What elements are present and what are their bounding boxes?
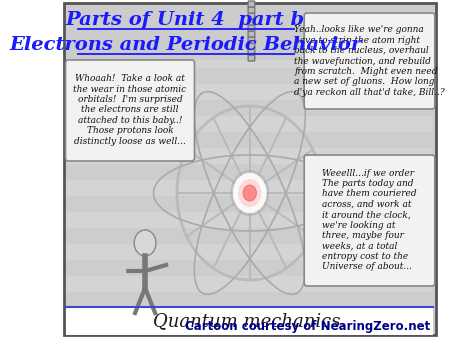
FancyBboxPatch shape <box>248 31 255 37</box>
FancyBboxPatch shape <box>67 68 433 84</box>
Circle shape <box>238 179 261 207</box>
FancyBboxPatch shape <box>64 3 436 335</box>
Text: Electrons and Periodic Behavior: Electrons and Periodic Behavior <box>9 36 361 54</box>
FancyBboxPatch shape <box>67 8 305 60</box>
FancyBboxPatch shape <box>248 25 255 31</box>
FancyBboxPatch shape <box>67 228 433 244</box>
FancyBboxPatch shape <box>67 292 433 308</box>
Text: Whoaah!  Take a look at
the wear in those atomic
orbitals!  I'm surprised
the el: Whoaah! Take a look at the wear in those… <box>73 74 187 146</box>
Text: Parts of Unit 4  part b: Parts of Unit 4 part b <box>66 11 305 29</box>
FancyBboxPatch shape <box>67 100 433 116</box>
FancyBboxPatch shape <box>67 196 433 212</box>
FancyBboxPatch shape <box>248 37 255 43</box>
FancyBboxPatch shape <box>248 43 255 49</box>
FancyBboxPatch shape <box>248 49 255 55</box>
Text: Weeelll...if we order
The parts today and
have them couriered
across, and work a: Weeelll...if we order The parts today an… <box>322 169 417 271</box>
FancyBboxPatch shape <box>67 308 433 335</box>
FancyBboxPatch shape <box>248 55 255 61</box>
FancyBboxPatch shape <box>304 155 435 286</box>
Text: Yeah..looks like we're gonna
have to strip the atom right
back to the nucleus, o: Yeah..looks like we're gonna have to str… <box>294 25 445 97</box>
FancyBboxPatch shape <box>67 132 433 148</box>
Circle shape <box>233 173 266 213</box>
Text: Cartoon courtesy of NearingZero.net: Cartoon courtesy of NearingZero.net <box>185 320 431 333</box>
FancyBboxPatch shape <box>67 60 433 308</box>
Circle shape <box>134 230 156 256</box>
Circle shape <box>243 185 256 201</box>
Circle shape <box>317 208 333 228</box>
FancyBboxPatch shape <box>67 164 433 180</box>
FancyBboxPatch shape <box>304 13 435 109</box>
FancyBboxPatch shape <box>66 60 194 161</box>
FancyBboxPatch shape <box>248 13 255 19</box>
Circle shape <box>355 213 371 233</box>
FancyBboxPatch shape <box>248 19 255 25</box>
FancyBboxPatch shape <box>67 260 433 276</box>
FancyBboxPatch shape <box>248 1 255 7</box>
Text: Quantum mechanics.: Quantum mechanics. <box>153 312 346 330</box>
FancyBboxPatch shape <box>248 7 255 13</box>
